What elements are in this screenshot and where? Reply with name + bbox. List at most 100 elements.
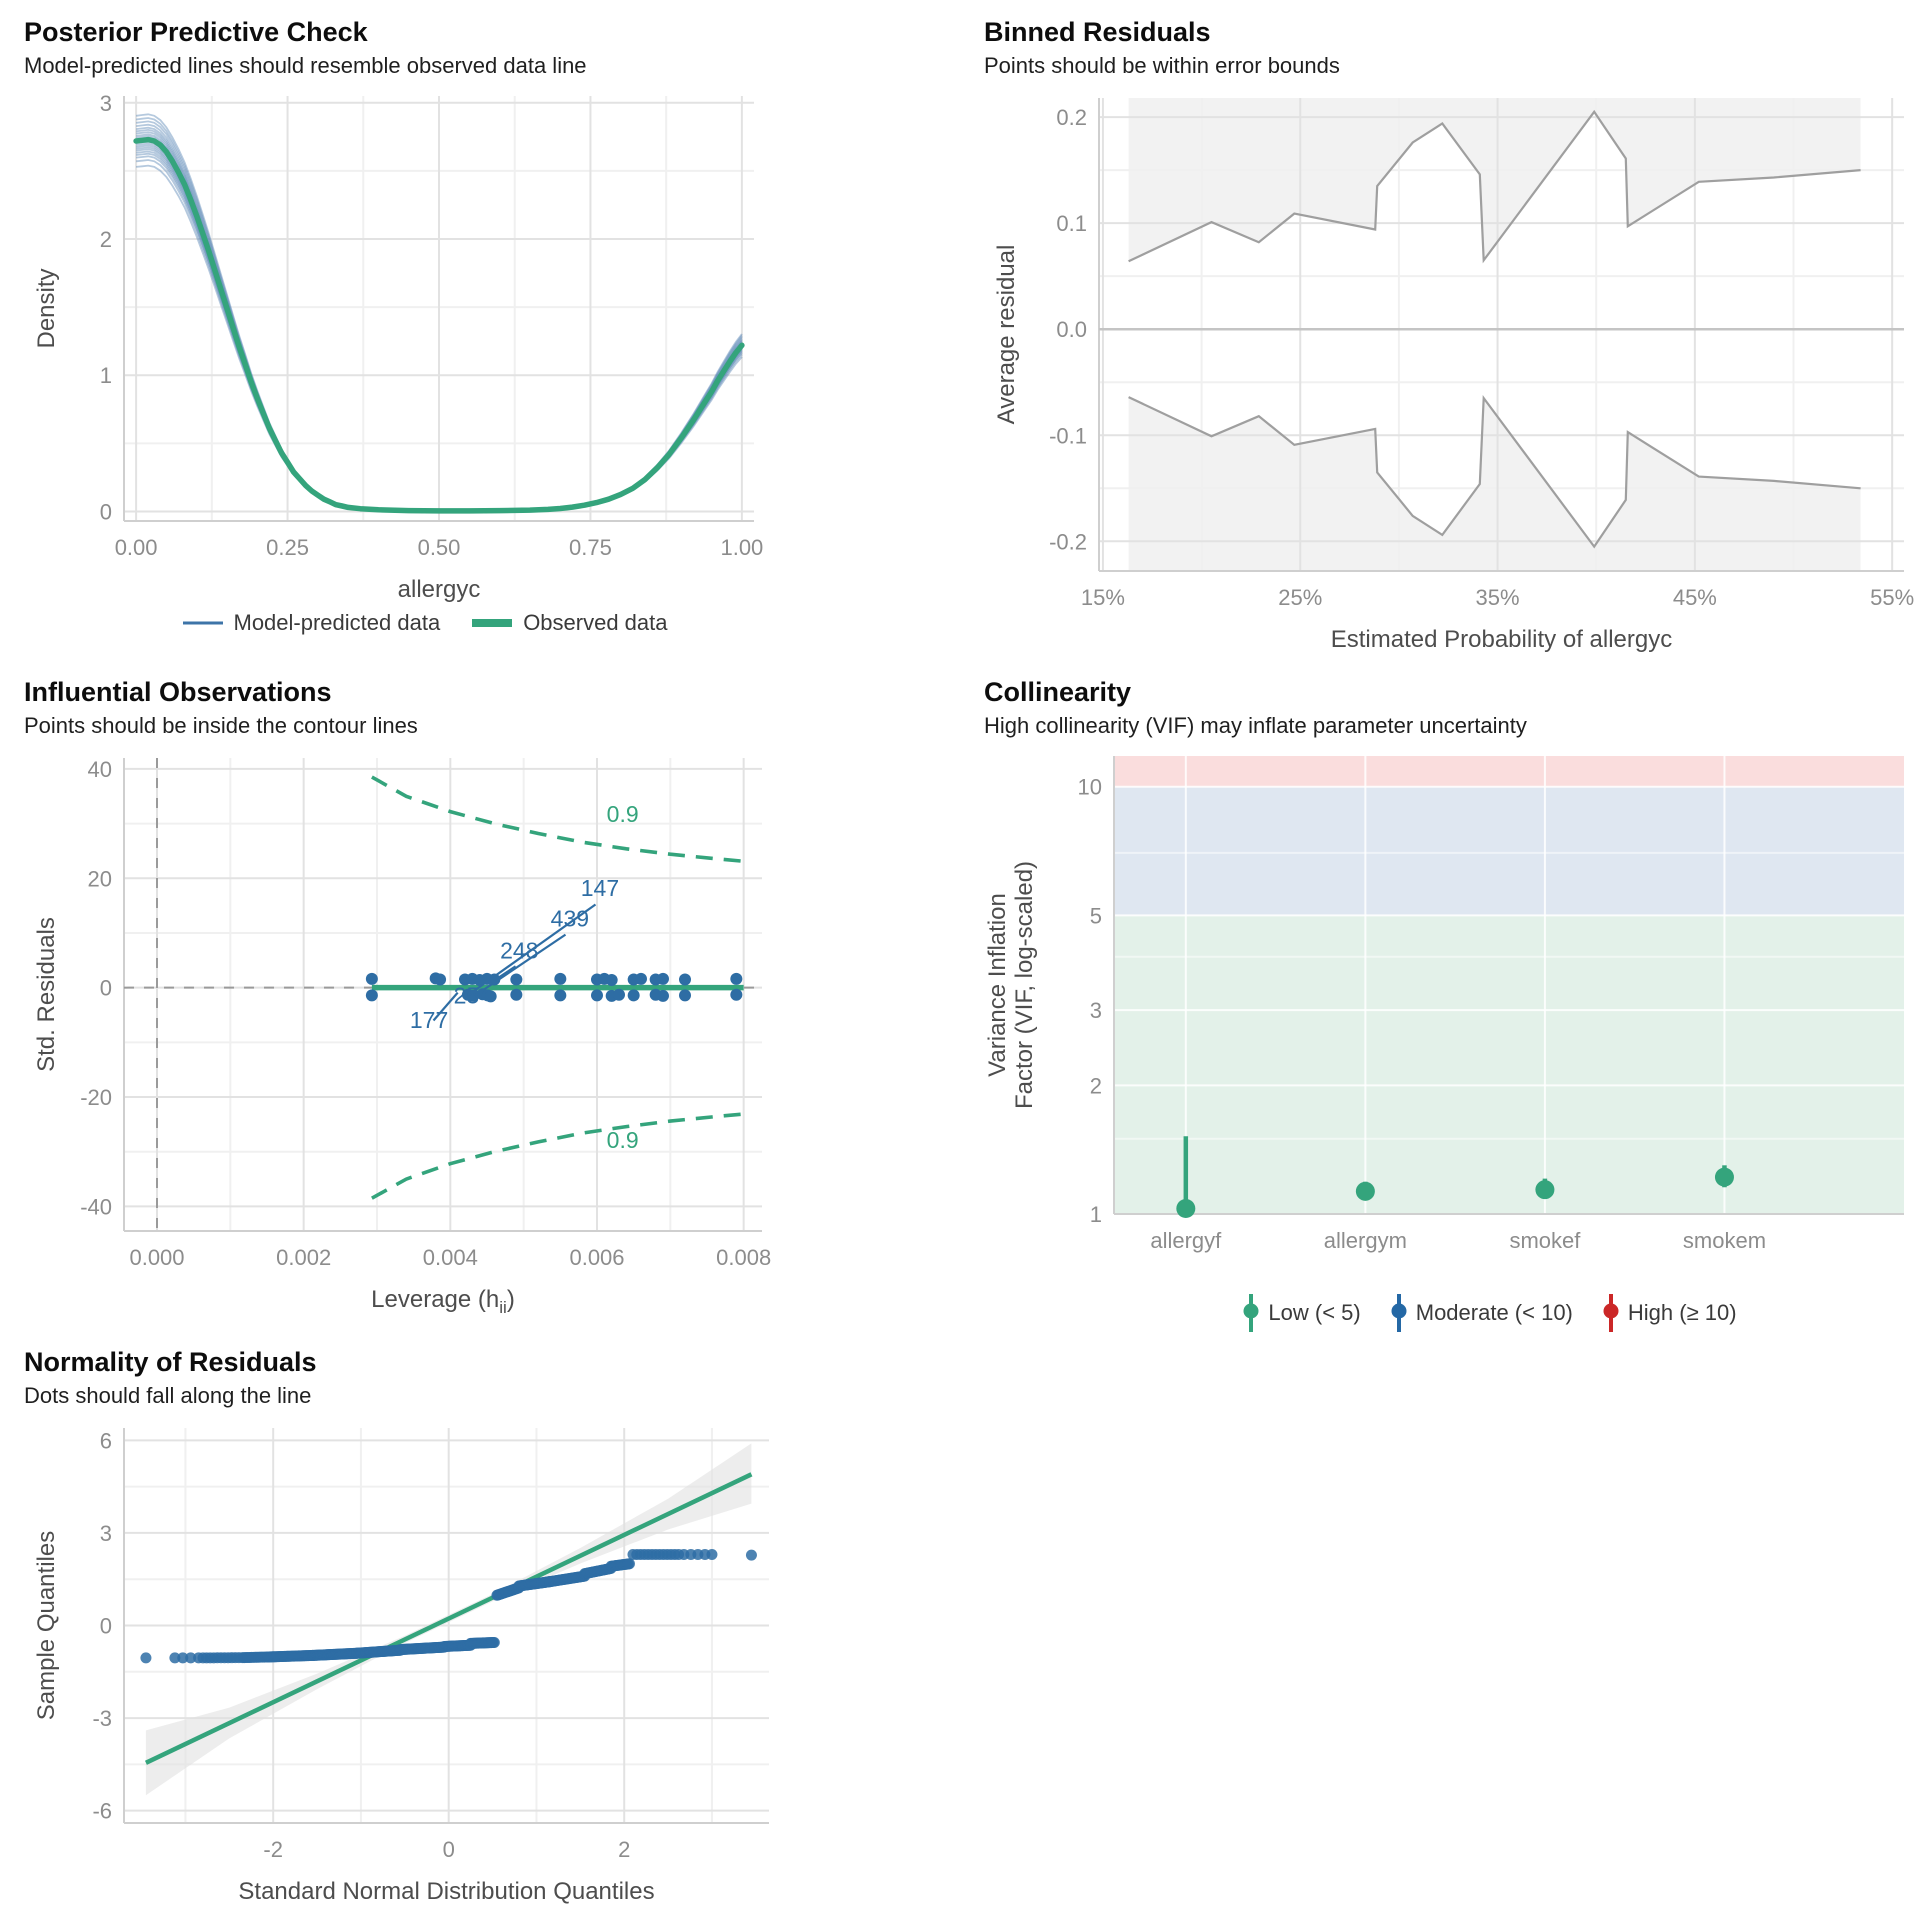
svg-text:147: 147 (581, 875, 619, 901)
svg-text:6: 6 (100, 1428, 112, 1453)
svg-text:3: 3 (100, 1521, 112, 1546)
svg-text:20: 20 (88, 866, 112, 891)
svg-text:-2: -2 (263, 1837, 283, 1862)
svg-text:1: 1 (100, 363, 112, 388)
legend-pointrange-glyph (1243, 1294, 1259, 1332)
panel-title: Normality of Residuals (24, 1347, 317, 1377)
legend-label: Moderate (< 10) (1415, 1300, 1573, 1325)
binned-residuals-chart: 15% 25% 35% 45% 55% -0.2 -0.1 0.0 0.1 0.2 Estimate… (984, 86, 1920, 666)
svg-text:0.1: 0.1 (1056, 211, 1087, 236)
svg-text:Standard Normal Distribution Q: Standard Normal Distribution Quantiles (238, 1878, 654, 1905)
legend-line-glyph (472, 619, 513, 627)
svg-text:25%: 25% (1278, 585, 1322, 610)
svg-text:177: 177 (410, 1007, 448, 1033)
legend-line-glyph (182, 621, 223, 625)
svg-text:0.25: 0.25 (266, 535, 309, 560)
svg-text:40: 40 (88, 757, 112, 782)
svg-text:0: 0 (100, 499, 112, 524)
svg-text:0.9: 0.9 (607, 801, 639, 827)
svg-text:25: 25 (454, 983, 480, 1009)
svg-text:1.00: 1.00 (720, 535, 763, 560)
svg-text:439: 439 (551, 905, 589, 931)
ppc-legend: Model-predicted data Observed data (24, 610, 824, 636)
svg-text:5: 5 (1090, 903, 1102, 928)
panel-subtitle: Dots should fall along the line (24, 1383, 312, 1408)
svg-text:10: 10 (1078, 775, 1102, 800)
svg-text:Average residual: Average residual (993, 245, 1020, 425)
panel-collinearity: Collinearity High collinearity (VIF) may… (960, 660, 1920, 1332)
svg-text:2: 2 (1090, 1073, 1102, 1098)
panel-subtitle: Model-predicted lines should resemble ob… (24, 53, 587, 78)
svg-text:0.9: 0.9 (607, 1127, 639, 1153)
svg-text:smokem: smokem (1683, 1228, 1766, 1253)
svg-text:Sample Quantiles: Sample Quantiles (33, 1531, 60, 1720)
legend-label: High (≥ 10) (1627, 1300, 1737, 1325)
svg-text:allergyf: allergyf (1150, 1228, 1222, 1253)
svg-text:45%: 45% (1673, 585, 1717, 610)
panel-title: Posterior Predictive Check (24, 17, 368, 47)
svg-text:0.008: 0.008 (716, 1245, 771, 1270)
svg-text:1: 1 (1090, 1202, 1102, 1227)
panel-title: Binned Residuals (984, 17, 1211, 47)
svg-text:Variance InflationFactor (VIF,: Variance InflationFactor (VIF, log-scale… (984, 861, 1038, 1109)
svg-text:3: 3 (100, 91, 112, 116)
svg-text:Estimated Probability of aller: Estimated Probability of allergyc (1331, 626, 1672, 653)
svg-text:0.00: 0.00 (115, 535, 158, 560)
svg-text:248: 248 (500, 938, 538, 964)
svg-text:0.2: 0.2 (1056, 105, 1087, 130)
svg-text:-3: -3 (92, 1706, 112, 1731)
svg-text:55%: 55% (1870, 585, 1914, 610)
svg-text:allergyc: allergyc (398, 576, 481, 603)
svg-text:0.002: 0.002 (276, 1245, 331, 1270)
svg-text:-6: -6 (92, 1799, 112, 1824)
ppc-chart: 0.00 0.25 0.50 0.75 1.00 0 1 2 3 allergyc Density (24, 86, 960, 606)
influential-observations-chart: 0.000 0.002 0.004 0.006 0.008 -40 -20 0 20 40 Leve… (24, 746, 960, 1326)
legend-item: Observed data (470, 610, 668, 636)
panel-empty (960, 1330, 1920, 1920)
panel-binned-residuals: Binned Residuals Points should be within… (960, 0, 1920, 660)
svg-text:-0.1: -0.1 (1049, 423, 1087, 448)
panel-influential-observations: Influential Observations Points should b… (0, 660, 960, 1330)
svg-text:0.006: 0.006 (569, 1245, 624, 1270)
panel-title: Collinearity (984, 677, 1132, 707)
legend-pointrange-glyph (1391, 1294, 1407, 1332)
svg-text:Leverage (hii): Leverage (hii) (371, 1286, 515, 1317)
legend-item: Model-predicted data (181, 610, 441, 636)
svg-text:smokef: smokef (1509, 1228, 1581, 1253)
svg-text:Std. Residuals: Std. Residuals (33, 917, 60, 1072)
svg-text:Density: Density (33, 268, 60, 348)
svg-text:2: 2 (100, 227, 112, 252)
svg-text:0.75: 0.75 (569, 535, 612, 560)
svg-text:0: 0 (100, 976, 112, 1001)
vif-legend: Low (< 5) Moderate (< 10) High (≥ 10) (984, 1292, 1920, 1334)
panel-subtitle: Points should be within error bounds (984, 53, 1340, 78)
svg-text:-40: -40 (80, 1194, 112, 1219)
svg-text:0.004: 0.004 (423, 1245, 478, 1270)
panel-title: Influential Observations (24, 677, 332, 707)
svg-text:-0.2: -0.2 (1049, 529, 1087, 554)
legend-pointrange-glyph (1603, 1294, 1619, 1332)
qq-plot-chart: -2 0 2 -6 -3 0 3 6 Standard Normal Distribution … (24, 1416, 960, 1911)
svg-text:0.50: 0.50 (418, 535, 461, 560)
legend-item: Moderate (< 10) (1391, 1292, 1573, 1334)
svg-text:2: 2 (618, 1837, 630, 1862)
svg-text:allergym: allergym (1324, 1228, 1407, 1253)
legend-item: High (≥ 10) (1603, 1292, 1737, 1334)
legend-label: Model-predicted data (233, 610, 441, 635)
svg-text:0: 0 (100, 1614, 112, 1639)
svg-text:-20: -20 (80, 1085, 112, 1110)
svg-text:15%: 15% (1081, 585, 1125, 610)
panel-posterior-predictive-check: Posterior Predictive Check Model-predict… (0, 0, 960, 660)
panel-subtitle: Points should be inside the contour line… (24, 713, 418, 738)
legend-item: Low (< 5) (1243, 1292, 1361, 1334)
collinearity-chart: allergyf allergym smokef smokem 1 2 3 5 10 Varian… (984, 746, 1920, 1266)
svg-text:0.0: 0.0 (1056, 317, 1087, 342)
legend-label: Observed data (523, 610, 668, 635)
panel-normality-of-residuals: Normality of Residuals Dots should fall … (0, 1330, 960, 1920)
svg-text:0: 0 (443, 1837, 455, 1862)
panel-subtitle: High collinearity (VIF) may inflate para… (984, 713, 1527, 738)
legend-label: Low (< 5) (1268, 1300, 1361, 1325)
svg-text:3: 3 (1090, 998, 1102, 1023)
svg-text:35%: 35% (1476, 585, 1520, 610)
